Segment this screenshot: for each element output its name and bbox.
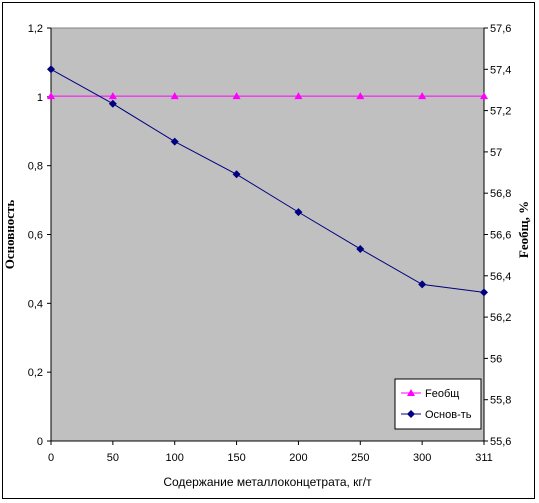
x-tick-label: 200 — [289, 452, 307, 464]
x-axis-title: Содержание металлоконцетрата, кг/т — [163, 475, 372, 489]
y-left-tick-label: 1,2 — [28, 23, 43, 35]
y-left-tick-label: 0 — [37, 436, 43, 448]
legend-label: Feобщ — [425, 388, 459, 400]
data-point-diamond — [418, 280, 427, 289]
x-tick-label: 50 — [107, 452, 119, 464]
legend-item: Feобщ — [401, 388, 459, 400]
legend-items: Feобщ Основ-ть — [401, 388, 472, 421]
legend-box — [394, 378, 482, 430]
data-point-diamond — [294, 208, 303, 217]
y-right-tick-label: 57,2 — [490, 106, 511, 118]
data-point-triangle — [47, 92, 55, 100]
data-point-triangle — [108, 92, 117, 100]
y-left-tick-label: 0,2 — [28, 367, 43, 379]
data-point-diamond — [108, 99, 117, 108]
data-point-triangle — [170, 92, 179, 100]
x-tick-label: 300 — [413, 452, 431, 464]
data-point-triangle — [407, 389, 415, 396]
data-point-triangle — [418, 92, 427, 100]
data-point-triangle — [480, 92, 488, 100]
y-axis-right-title: Feобщ, % — [516, 201, 531, 258]
data-point-triangle — [356, 92, 365, 100]
x-tick-label: 0 — [48, 452, 54, 464]
y-right-tick-label: 55,8 — [490, 395, 511, 407]
y-right-tick-label: 56,8 — [490, 188, 511, 200]
x-tick-label: 311 — [475, 452, 493, 464]
y-axis-right-ticks: 55,6 55,8 56 56,2 56,4 56,6 56,8 57 57,2 57,4 57,6 — [484, 23, 511, 448]
series-line — [50, 68, 485, 293]
data-point-diamond — [480, 288, 488, 297]
y-axis-left-title: Основность — [2, 200, 17, 270]
y-right-tick-label: 56,6 — [490, 230, 511, 242]
y-right-tick-label: 56 — [490, 353, 502, 365]
series-basicity — [47, 65, 488, 297]
y-right-tick-label: 57,4 — [490, 64, 511, 76]
series-fe-total — [47, 92, 488, 100]
data-point-diamond — [232, 170, 241, 179]
legend-item: Основ-ть — [401, 409, 472, 421]
data-point-diamond — [356, 244, 365, 253]
data-point-diamond — [170, 137, 179, 146]
data-point-triangle — [294, 92, 303, 100]
series-layer — [47, 28, 488, 442]
x-tick-label: 150 — [227, 452, 245, 464]
data-point-triangle — [232, 92, 241, 100]
data-point-diamond — [407, 410, 415, 418]
y-axis-left-ticks: 0 0,2 0,4 0,6 0,8 1 1,2 — [28, 23, 51, 448]
x-tick-label: 250 — [351, 452, 369, 464]
data-point-diamond — [47, 65, 55, 74]
y-left-tick-label: 0,8 — [28, 161, 43, 173]
y-left-tick-label: 1 — [37, 92, 43, 104]
legend: Feобщ Основ-ть — [394, 378, 482, 430]
legend-label: Основ-ть — [425, 409, 472, 421]
y-right-tick-label: 56,2 — [490, 312, 511, 324]
y-right-tick-label: 56,4 — [490, 271, 511, 283]
plot-area — [50, 27, 485, 442]
y-left-tick-label: 0,6 — [28, 230, 43, 242]
y-right-tick-label: 57 — [490, 147, 502, 159]
y-right-tick-label: 55,6 — [490, 436, 511, 448]
y-left-tick-label: 0,4 — [28, 298, 43, 310]
x-axis-ticks: 0 50 100 150 200 250 300 311 — [48, 441, 493, 464]
y-right-tick-label: 57,6 — [490, 23, 511, 35]
x-tick-label: 100 — [166, 452, 184, 464]
